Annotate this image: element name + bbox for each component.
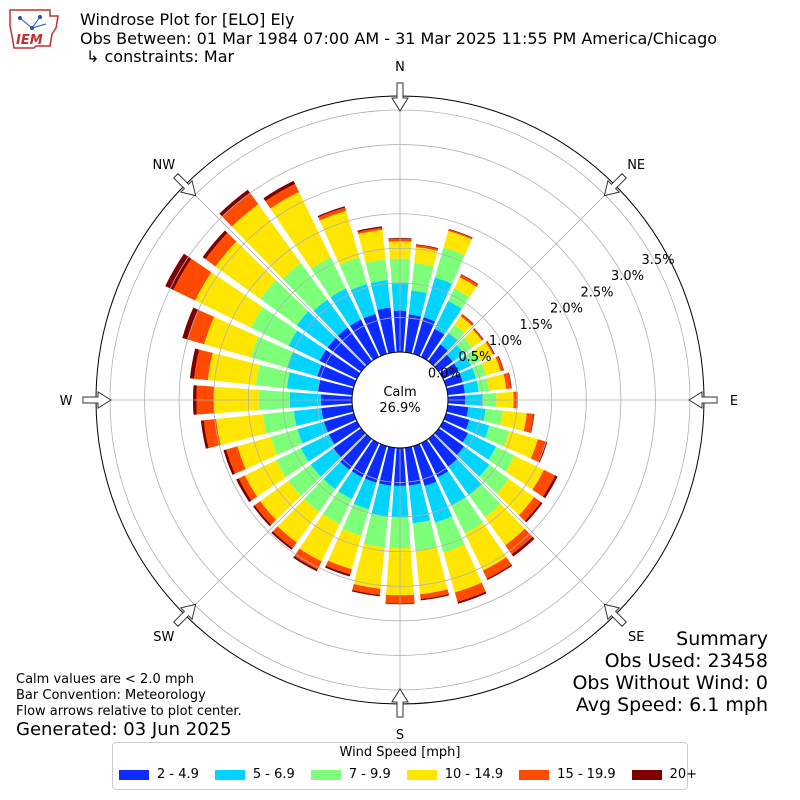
compass-label-E: E [730,394,738,409]
legend-label: 7 - 9.9 [349,767,391,782]
legend-item: 10 - 14.9 [407,767,503,782]
legend-title: Wind Speed [mph] [113,745,687,760]
compass-label-N: N [395,60,405,75]
legend-label: 20+ [670,767,697,782]
summary-panel: Summary Obs Used: 23458 Obs Without Wind… [572,628,768,716]
radial-tick-label: 0.0% [428,366,461,381]
compass-label-S: S [396,728,404,743]
radial-tick-label: 1.5% [519,318,552,333]
calm-label: Calm [383,385,416,400]
obs-used: Obs Used: 23458 [572,650,768,672]
legend-swatch [519,770,549,780]
obs-without-wind: Obs Without Wind: 0 [572,672,768,694]
legend-label: 2 - 4.9 [157,767,199,782]
legend-swatch [215,770,245,780]
legend-label: 15 - 19.9 [557,767,615,782]
legend-swatch [632,770,662,780]
legend-items: 2 - 4.9 5 - 6.9 7 - 9.9 10 - 14.9 15 - 19.9 2… [119,767,713,782]
legend: Wind Speed [mph] 2 - 4.9 5 - 6.9 7 - 9.9 10… [112,742,688,790]
legend-item: 20+ [632,767,697,782]
legend-item: 7 - 9.9 [311,767,391,782]
compass-label-W: W [60,394,73,409]
legend-item: 2 - 4.9 [119,767,199,782]
radial-tick-label: 0.5% [458,350,491,365]
calm-value: 26.9% [379,401,420,416]
bar-convention-note: Bar Convention: Meteorology [16,688,206,704]
radial-tick-label: 2.0% [550,302,583,317]
compass-label-SW: SW [153,630,174,645]
radial-tick-label: 1.0% [489,334,522,349]
legend-swatch [119,770,149,780]
legend-swatch [311,770,341,780]
radial-tick-label: 3.0% [611,269,644,284]
legend-label: 10 - 14.9 [445,767,503,782]
avg-speed: Avg Speed: 6.1 mph [572,694,768,716]
legend-item: 15 - 19.9 [519,767,615,782]
radial-tick-label: 2.5% [580,285,613,300]
legend-label: 5 - 6.9 [253,767,295,782]
compass-label-NW: NW [153,158,176,173]
summary-title: Summary [572,628,768,650]
legend-swatch [407,770,437,780]
compass-label-NE: NE [627,158,645,173]
flow-arrows-note: Flow arrows relative to plot center. [16,704,242,720]
generated-date: Generated: 03 Jun 2025 [16,719,232,740]
calm-note: Calm values are < 2.0 mph [16,672,194,688]
legend-item: 5 - 6.9 [215,767,295,782]
radial-tick-label: 3.5% [642,253,675,268]
